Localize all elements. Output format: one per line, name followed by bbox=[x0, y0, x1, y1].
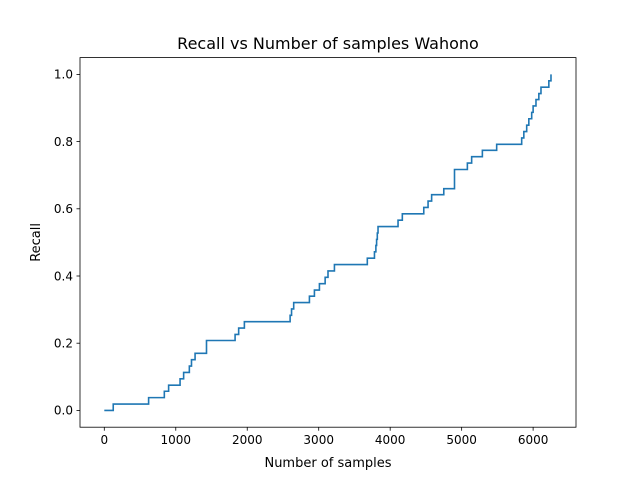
y-tick-label: 0.0 bbox=[54, 404, 73, 418]
x-tick-label: 5000 bbox=[446, 433, 477, 447]
y-tick-label: 1.0 bbox=[54, 68, 73, 82]
tick-group: 0 1000 2000 3000 4000 5000 6000 0.0 0.2 0.4 0.6 0.8… bbox=[54, 68, 548, 448]
x-axis-label: Number of samples bbox=[264, 456, 391, 471]
y-tick-label: 0.6 bbox=[54, 202, 73, 216]
x-tick-label: 1000 bbox=[160, 433, 191, 447]
series-group bbox=[104, 74, 552, 412]
chart-title: Recall vs Number of samples Wahono bbox=[177, 34, 479, 53]
x-tick-label: 0 bbox=[100, 433, 108, 447]
plot-frame bbox=[79, 57, 577, 428]
y-tick-label: 0.4 bbox=[54, 269, 73, 283]
y-tick-label: 0.8 bbox=[54, 135, 73, 149]
recall-step-line bbox=[104, 74, 552, 412]
x-tick-label: 3000 bbox=[303, 433, 334, 447]
x-tick-label: 4000 bbox=[375, 433, 406, 447]
y-tick-label: 0.2 bbox=[54, 337, 73, 351]
x-tick-label: 6000 bbox=[518, 433, 549, 447]
y-axis-label: Recall bbox=[29, 223, 44, 262]
x-tick-label: 2000 bbox=[232, 433, 263, 447]
